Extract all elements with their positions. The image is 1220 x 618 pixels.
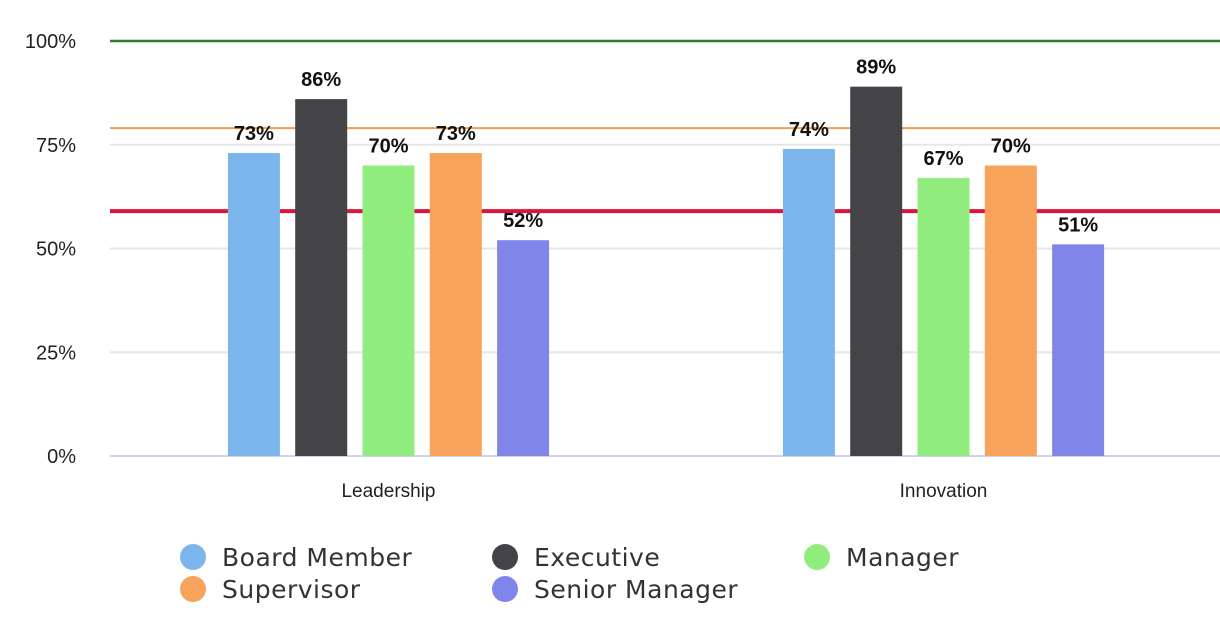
legend-marker	[180, 576, 206, 602]
data-label: 86%	[301, 69, 341, 91]
data-label: 67%	[923, 148, 963, 170]
data-label: 51%	[1058, 214, 1098, 236]
x-tick-label: Leadership	[341, 481, 435, 502]
data-label: 70%	[991, 136, 1031, 158]
bar	[984, 165, 1037, 456]
bar	[227, 153, 280, 457]
legend-label: Executive	[534, 543, 660, 572]
y-tick-label: 0%	[47, 446, 76, 468]
bar	[782, 148, 835, 456]
legend-label: Supervisor	[222, 575, 361, 604]
legend-marker	[804, 544, 830, 570]
data-label: 73%	[234, 123, 274, 145]
bar	[497, 240, 550, 456]
x-tick-label: Innovation	[900, 481, 988, 502]
y-tick-label: 100%	[25, 31, 76, 53]
legend-marker	[492, 544, 518, 570]
legend-marker	[180, 544, 206, 570]
legend-label: Senior Manager	[534, 575, 738, 604]
data-label: 74%	[789, 119, 829, 141]
data-label: 73%	[436, 123, 476, 145]
bar	[295, 99, 348, 456]
legend-label: Board Member	[222, 543, 412, 572]
data-label: 52%	[503, 210, 543, 232]
data-label: 89%	[856, 57, 896, 79]
bar	[850, 86, 903, 457]
y-tick-label: 50%	[36, 239, 76, 261]
bar	[429, 153, 482, 457]
bar	[362, 165, 415, 456]
bar	[917, 177, 970, 456]
legend-label: Manager	[846, 543, 959, 572]
legend-marker	[492, 576, 518, 602]
data-label: 70%	[368, 136, 408, 158]
y-tick-label: 75%	[36, 135, 76, 157]
y-tick-label: 25%	[36, 342, 76, 364]
bar	[1052, 244, 1105, 456]
